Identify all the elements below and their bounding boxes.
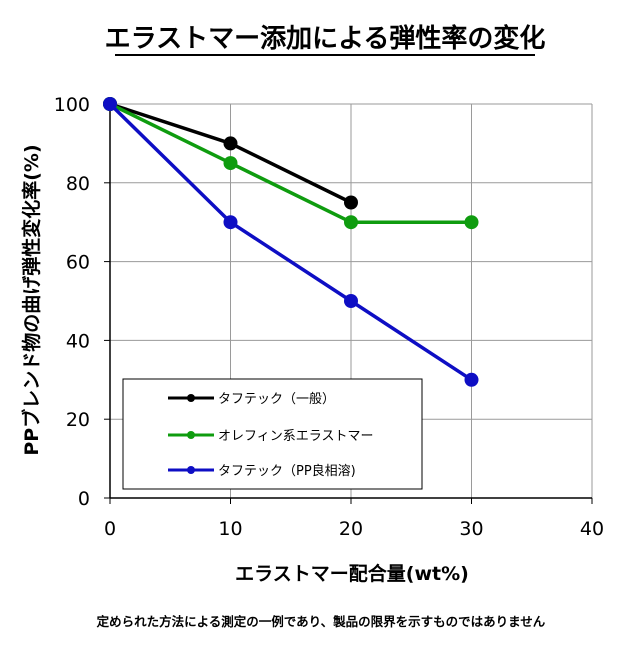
y-axis-title: PPブレンド物の曲げ弾性変化率(%)	[20, 144, 43, 455]
series-point-3	[344, 294, 358, 308]
x-axis-title: エラストマー配合量(wt%)	[235, 562, 469, 585]
legend-marker-3	[187, 466, 195, 474]
y-tick-label: 20	[66, 409, 90, 431]
x-tick-label: 40	[580, 518, 604, 540]
x-tick-label: 10	[218, 518, 242, 540]
x-tick-label: 30	[459, 518, 483, 540]
y-tick-label: 0	[78, 488, 90, 510]
series-point-1	[344, 195, 358, 210]
series-point-3	[464, 372, 479, 387]
legend-marker-2	[187, 431, 195, 439]
series-point-3	[103, 97, 117, 111]
legend-marker-1	[187, 394, 195, 402]
y-tick-label: 40	[66, 330, 90, 352]
y-tick-label: 60	[66, 252, 90, 274]
legend-label-1: タフテック（一般）	[218, 391, 335, 407]
legend-label-3: タフテック（PP良相溶)	[218, 463, 356, 479]
legend-label-2: オレフィン系エラストマー	[218, 429, 373, 444]
series-point-2	[344, 215, 358, 230]
x-tick-label: 0	[104, 518, 116, 540]
y-tick-label: 100	[54, 94, 90, 116]
footnote: 定められた方法による測定の一例であり、製品の限界を示すものではありません	[96, 614, 546, 629]
x-tick-label: 20	[339, 518, 363, 540]
y-tick-label: 80	[66, 173, 90, 195]
series-point-2	[223, 156, 238, 171]
series-point-2	[464, 215, 479, 230]
series-line-2	[109, 102, 472, 224]
series-point-1	[223, 136, 238, 151]
series-line-3	[108, 102, 473, 382]
chart-title: エラストマー添加による弾性率の変化	[105, 23, 546, 54]
series-point-3	[223, 215, 238, 230]
